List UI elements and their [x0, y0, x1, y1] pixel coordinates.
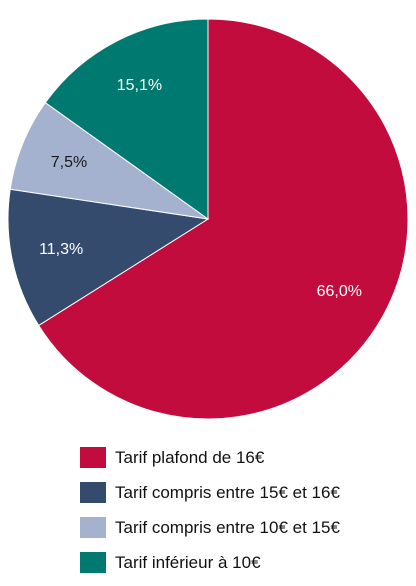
legend-swatch — [80, 482, 106, 503]
legend-label: Tarif plafond de 16€ — [115, 447, 265, 467]
slice-data-label: 66,0% — [317, 283, 362, 300]
slice-data-label: 11,3% — [39, 241, 83, 258]
legend-item-tarif-15-16: Tarif compris entre 15€ et 16€ — [80, 481, 410, 504]
pie-slice — [9, 101, 209, 220]
pie-svg: 66,0% 11,3% 7,5% 15,1% — [7, 18, 409, 420]
legend-item-tarif-inferieur-10: Tarif inférieur à 10€ — [80, 551, 410, 574]
legend-label: Tarif compris entre 10€ et 15€ — [115, 517, 340, 537]
legend-swatch — [80, 517, 106, 538]
legend-swatch — [80, 447, 106, 468]
legend-label: Tarif compris entre 15€ et 16€ — [115, 482, 340, 502]
legend-item-tarif-10-15: Tarif compris entre 10€ et 15€ — [80, 516, 410, 539]
legend-swatch — [80, 552, 106, 573]
pie-slice — [38, 18, 409, 420]
slice-data-label: 15,1% — [117, 77, 162, 94]
slice-data-label: 7,5% — [51, 154, 87, 171]
legend-item-tarif-plafond: Tarif plafond de 16€ — [80, 446, 410, 469]
legend-label: Tarif inférieur à 10€ — [115, 552, 261, 572]
legend: Tarif plafond de 16€ Tarif compris entre… — [80, 446, 410, 586]
pie-slice — [7, 188, 210, 327]
pie-slice — [44, 18, 209, 220]
